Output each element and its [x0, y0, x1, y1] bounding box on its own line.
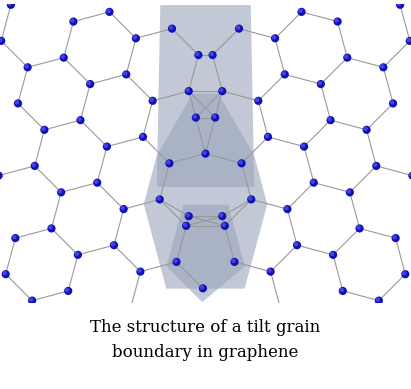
- Polygon shape: [157, 5, 254, 187]
- Polygon shape: [144, 94, 267, 289]
- Text: The structure of a tilt grain
boundary in graphene: The structure of a tilt grain boundary i…: [90, 319, 321, 361]
- Polygon shape: [166, 205, 245, 302]
